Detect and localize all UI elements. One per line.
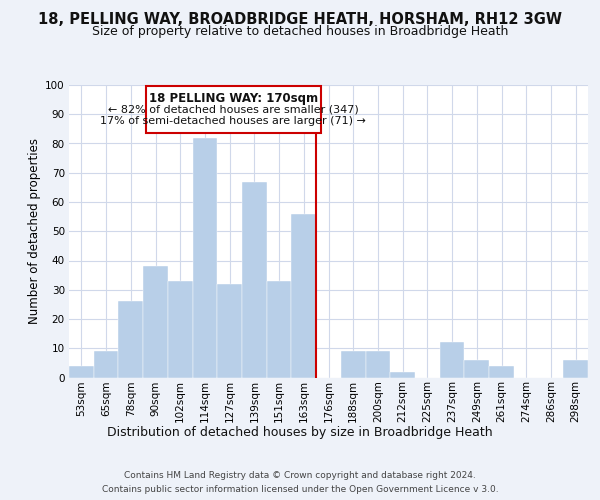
Text: 18 PELLING WAY: 170sqm: 18 PELLING WAY: 170sqm [149, 92, 318, 106]
Bar [69, 366, 94, 378]
Bar [267, 281, 292, 378]
Bar [118, 302, 143, 378]
Bar [464, 360, 489, 378]
Bar [217, 284, 242, 378]
Text: Size of property relative to detached houses in Broadbridge Heath: Size of property relative to detached ho… [92, 25, 508, 38]
Bar [489, 366, 514, 378]
Bar [390, 372, 415, 378]
Text: Contains HM Land Registry data © Crown copyright and database right 2024.: Contains HM Land Registry data © Crown c… [124, 472, 476, 480]
Text: ← 82% of detached houses are smaller (347): ← 82% of detached houses are smaller (34… [108, 104, 359, 114]
Bar [440, 342, 464, 378]
Y-axis label: Number of detached properties: Number of detached properties [28, 138, 41, 324]
Text: Distribution of detached houses by size in Broadbridge Heath: Distribution of detached houses by size … [107, 426, 493, 439]
Text: 17% of semi-detached houses are larger (71) →: 17% of semi-detached houses are larger (… [100, 116, 366, 126]
Text: 18, PELLING WAY, BROADBRIDGE HEATH, HORSHAM, RH12 3GW: 18, PELLING WAY, BROADBRIDGE HEATH, HORS… [38, 12, 562, 28]
Bar [292, 214, 316, 378]
Bar [341, 351, 365, 378]
Bar [242, 182, 267, 378]
Bar [94, 351, 118, 378]
Bar [563, 360, 588, 378]
Bar [365, 351, 390, 378]
FancyBboxPatch shape [146, 86, 321, 134]
Text: Contains public sector information licensed under the Open Government Licence v : Contains public sector information licen… [101, 484, 499, 494]
Bar [193, 138, 217, 378]
Bar [143, 266, 168, 378]
Bar [168, 281, 193, 378]
